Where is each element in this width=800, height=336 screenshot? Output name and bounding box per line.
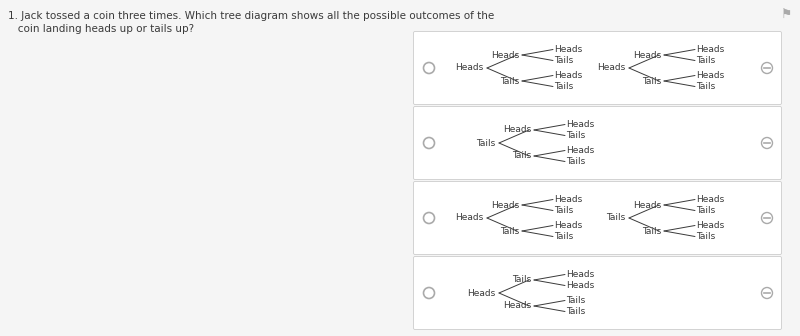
Text: Heads: Heads [696,221,724,230]
Text: Heads: Heads [490,50,519,59]
Text: Tails: Tails [642,77,661,85]
Text: Tails: Tails [566,131,586,140]
Text: Heads: Heads [554,45,582,54]
Text: coin landing heads up or tails up?: coin landing heads up or tails up? [8,24,194,34]
Text: Tails: Tails [512,276,531,285]
Text: Tails: Tails [500,77,519,85]
FancyBboxPatch shape [414,32,782,104]
Text: Heads: Heads [454,213,483,222]
Text: Heads: Heads [566,270,594,279]
Text: Heads: Heads [554,221,582,230]
Text: Tails: Tails [512,152,531,161]
Text: Tails: Tails [500,226,519,236]
Text: Tails: Tails [606,213,625,222]
Text: Tails: Tails [642,226,661,236]
Text: Heads: Heads [502,301,531,310]
Text: Tails: Tails [696,206,715,215]
Text: Tails: Tails [696,82,715,91]
Text: Tails: Tails [554,56,574,65]
Text: Tails: Tails [554,206,574,215]
Text: Tails: Tails [566,157,586,166]
FancyBboxPatch shape [414,181,782,254]
Text: Tails: Tails [696,56,715,65]
Text: ⚑: ⚑ [781,8,792,21]
Text: Heads: Heads [633,201,661,210]
Text: Tails: Tails [476,138,495,148]
Text: Tails: Tails [554,232,574,241]
Text: Heads: Heads [554,195,582,204]
Text: Tails: Tails [554,82,574,91]
Text: Heads: Heads [566,120,594,129]
Text: Heads: Heads [502,126,531,134]
FancyBboxPatch shape [414,256,782,330]
Text: Heads: Heads [454,64,483,73]
Text: Heads: Heads [554,71,582,80]
Text: Heads: Heads [696,45,724,54]
Text: Heads: Heads [490,201,519,210]
Text: Heads: Heads [633,50,661,59]
Text: Heads: Heads [696,195,724,204]
Text: Heads: Heads [597,64,625,73]
Text: Tails: Tails [566,296,586,305]
Text: Heads: Heads [466,289,495,297]
Text: Tails: Tails [566,307,586,316]
Text: Heads: Heads [566,281,594,290]
Text: Heads: Heads [566,146,594,155]
Text: Tails: Tails [696,232,715,241]
Text: 1. Jack tossed a coin three times. Which tree diagram shows all the possible out: 1. Jack tossed a coin three times. Which… [8,11,494,21]
FancyBboxPatch shape [414,107,782,179]
Text: Heads: Heads [696,71,724,80]
